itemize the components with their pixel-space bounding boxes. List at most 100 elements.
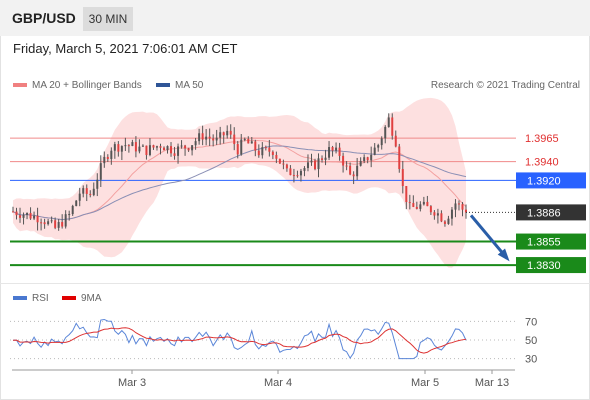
candle-body bbox=[324, 157, 327, 160]
candle-body bbox=[212, 138, 215, 141]
candle-body bbox=[155, 146, 158, 148]
timeframe-button[interactable]: 30 MIN bbox=[83, 7, 133, 31]
candle-body bbox=[419, 204, 422, 209]
candle-body bbox=[82, 188, 85, 194]
candle bbox=[15, 207, 18, 220]
candle bbox=[124, 137, 127, 152]
candle-body bbox=[328, 147, 331, 158]
candle-body bbox=[68, 214, 71, 216]
candle-body bbox=[54, 220, 57, 228]
legend-ma50-label: MA 50 bbox=[175, 80, 204, 91]
candle-body bbox=[387, 117, 390, 127]
candle-body bbox=[159, 146, 162, 148]
candle bbox=[78, 187, 81, 207]
rsi-tick-30: 30 bbox=[525, 354, 537, 366]
ma50-line bbox=[12, 145, 467, 221]
candle-body bbox=[285, 164, 288, 169]
candle bbox=[433, 210, 436, 220]
candle bbox=[33, 211, 36, 221]
candle-body bbox=[29, 212, 32, 219]
legend-rsi-ma: 9MA bbox=[62, 293, 102, 304]
candle-body bbox=[303, 168, 306, 171]
candle bbox=[120, 145, 123, 161]
candle bbox=[314, 158, 316, 171]
candle-body bbox=[236, 144, 239, 155]
candle bbox=[405, 185, 408, 210]
candle bbox=[12, 206, 14, 213]
candle bbox=[82, 185, 85, 198]
candle bbox=[250, 137, 253, 144]
candle-body bbox=[75, 200, 78, 206]
candle bbox=[205, 129, 208, 146]
candle bbox=[198, 128, 201, 145]
candle-body bbox=[177, 146, 180, 156]
candle bbox=[296, 170, 299, 178]
candle bbox=[398, 143, 401, 173]
candle-body bbox=[352, 174, 355, 177]
candle bbox=[352, 171, 355, 185]
candle bbox=[173, 146, 176, 160]
candle bbox=[278, 158, 281, 165]
candle-body bbox=[250, 141, 253, 144]
candle bbox=[180, 140, 183, 149]
candle-body bbox=[117, 144, 120, 152]
chart-datetime: Friday, March 5, 2021 7:06:01 AM CET bbox=[13, 41, 238, 56]
level-label-2: 1.3920 bbox=[527, 175, 561, 187]
x-tick-label: Mar 5 bbox=[411, 377, 439, 389]
candle bbox=[356, 157, 359, 181]
candle bbox=[303, 166, 306, 177]
candle bbox=[422, 196, 425, 206]
candle-body bbox=[99, 163, 102, 180]
candle bbox=[384, 125, 387, 144]
candle bbox=[387, 113, 390, 128]
bollinger-band bbox=[13, 97, 466, 268]
candle bbox=[117, 141, 120, 157]
candle-body bbox=[440, 213, 443, 222]
candle bbox=[106, 154, 109, 163]
candle-body bbox=[345, 165, 348, 167]
forecast-arrow-head bbox=[497, 248, 510, 262]
candle bbox=[310, 153, 313, 166]
candle-body bbox=[401, 169, 404, 187]
candle bbox=[429, 205, 432, 215]
forecast-arrow-shaft bbox=[469, 214, 509, 260]
candle-body bbox=[194, 141, 197, 146]
candle bbox=[212, 134, 215, 147]
rsi-tick-50: 50 bbox=[525, 335, 537, 347]
candle-body bbox=[141, 145, 144, 147]
candle-body bbox=[180, 145, 183, 147]
candle bbox=[194, 137, 197, 150]
candle bbox=[22, 212, 25, 225]
candle-body bbox=[314, 160, 316, 170]
candle-body bbox=[243, 138, 246, 140]
candle-body bbox=[254, 141, 257, 151]
candle bbox=[40, 218, 43, 231]
rsi-ma-swatch bbox=[62, 296, 76, 301]
candle bbox=[131, 139, 134, 147]
candle-body bbox=[261, 147, 264, 156]
candle bbox=[324, 149, 327, 166]
candle-body bbox=[377, 145, 380, 148]
candle-body bbox=[36, 215, 39, 223]
candle-body bbox=[461, 204, 464, 210]
candle-body bbox=[19, 215, 22, 218]
candle-body bbox=[331, 147, 334, 151]
candle bbox=[166, 145, 169, 154]
candle bbox=[54, 217, 57, 230]
candle-body bbox=[40, 222, 43, 224]
candle-body bbox=[85, 188, 88, 194]
candle-body bbox=[184, 145, 187, 149]
candle-body bbox=[321, 158, 324, 160]
candle-body bbox=[148, 145, 151, 156]
candle bbox=[363, 154, 366, 164]
candle bbox=[26, 212, 29, 220]
candle bbox=[219, 126, 222, 145]
candle-body bbox=[398, 146, 401, 170]
ma20-swatch bbox=[13, 83, 27, 88]
candle-body bbox=[22, 214, 25, 218]
candle-body bbox=[152, 145, 155, 148]
candle-body bbox=[43, 222, 46, 225]
candle bbox=[457, 200, 460, 211]
candle bbox=[64, 210, 67, 229]
candle-body bbox=[282, 163, 285, 165]
